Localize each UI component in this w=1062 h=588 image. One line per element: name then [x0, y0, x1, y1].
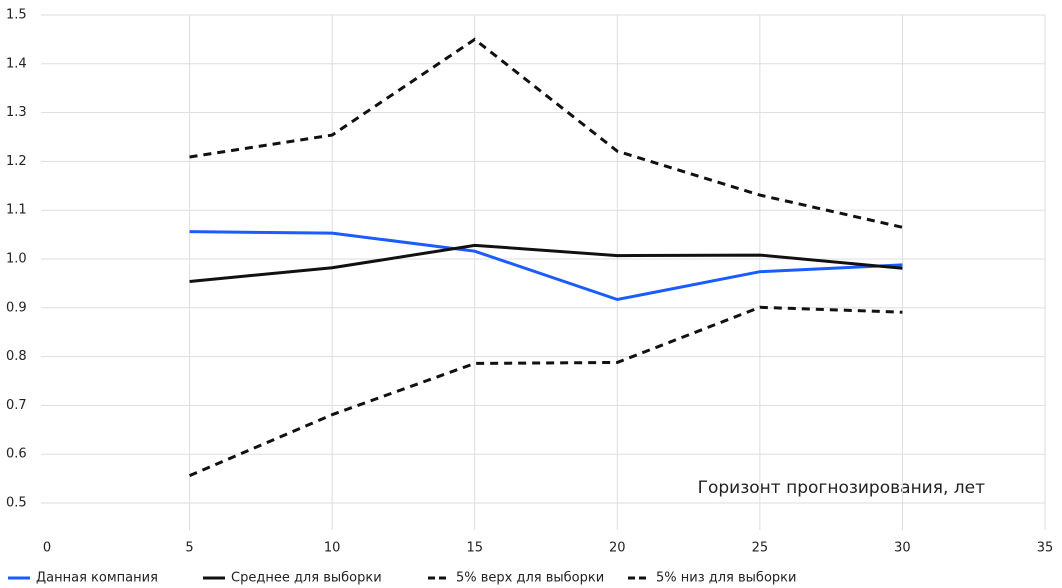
y-tick-label: 1.0	[6, 252, 27, 267]
y-tick-label: 1.4	[6, 56, 27, 71]
y-tick-label: 1.1	[6, 203, 27, 218]
y-tick-label: 0.5	[6, 496, 27, 511]
x-tick-label: 20	[609, 541, 626, 556]
series-line	[188, 305, 903, 478]
x-tick-label: 10	[324, 541, 341, 556]
series-line	[189, 37, 903, 229]
x-tick-label: 25	[752, 541, 769, 556]
legend-label: Среднее для выборки	[231, 571, 382, 586]
y-tick-label: 1.5	[6, 8, 27, 23]
legend-label: 5% низ для выборки	[656, 571, 796, 586]
y-tick-label: 0.6	[6, 447, 27, 462]
series-line	[189, 243, 903, 283]
x-axis-label: Горизонт прогнозирования, лет	[698, 478, 985, 498]
y-tick-label: 1.2	[6, 154, 27, 169]
y-tick-label: 1.3	[6, 105, 27, 120]
legend-label: Данная компания	[36, 571, 158, 586]
y-tick-label: 0.7	[6, 398, 27, 413]
x-tick-label: 15	[466, 541, 483, 556]
y-tick-label: 0.9	[6, 300, 27, 315]
legend-label: 5% верх для выборки	[456, 571, 604, 586]
x-tick-label: 30	[894, 541, 911, 556]
y-tick-label: 0.8	[6, 349, 27, 364]
x-tick-label: 0	[43, 541, 51, 556]
x-tick-label: 5	[185, 541, 193, 556]
x-tick-label: 35	[1037, 541, 1054, 556]
series-line	[189, 230, 903, 302]
